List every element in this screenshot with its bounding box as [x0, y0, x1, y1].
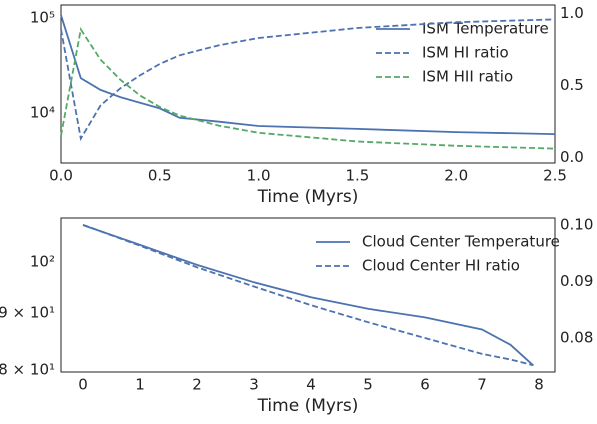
x-tick-label: 2	[192, 376, 202, 394]
legend-label: ISM Temperature	[422, 20, 549, 38]
y2-tick-label: 1.0	[560, 4, 584, 22]
series-line	[82, 224, 534, 367]
x-tick-label: 0.0	[49, 167, 73, 185]
plot-frame	[60, 217, 556, 373]
y2-tick-label: 0.5	[560, 76, 584, 94]
y2-tick-label: 0.08	[560, 329, 593, 347]
x-tick-label: 2.5	[543, 167, 567, 185]
x-tick-label: 1.0	[247, 167, 271, 185]
x-axis-label: Time (Myrs)	[257, 187, 359, 207]
x-tick-label: 4	[306, 376, 316, 394]
x-tick-label: 0.5	[148, 167, 172, 185]
legend-label: ISM HI ratio	[422, 44, 509, 62]
y2-tick-label: 0.10	[560, 215, 593, 233]
y-tick-label: 10⁵	[30, 8, 55, 26]
x-tick-label: 1	[135, 376, 145, 394]
x-tick-label: 8	[534, 376, 544, 394]
y-tick-label: 10²	[30, 252, 55, 270]
x-tick-label: 0	[78, 376, 88, 394]
x-tick-label: 6	[420, 376, 430, 394]
legend-label: ISM HII ratio	[422, 68, 513, 86]
y2-tick-label: 0.09	[560, 272, 593, 290]
x-tick-label: 1.5	[345, 167, 369, 185]
x-tick-label: 2.0	[444, 167, 468, 185]
legend-label: Cloud Center HI ratio	[362, 257, 520, 275]
x-tick-label: 7	[477, 376, 487, 394]
y-tick-label: 8 × 10¹	[0, 361, 55, 379]
x-tick-label: 3	[249, 376, 259, 394]
legend-label: Cloud Center Temperature	[362, 233, 560, 251]
x-tick-label: 5	[363, 376, 373, 394]
series-line	[82, 223, 534, 367]
series-line	[60, 27, 556, 150]
series-line	[60, 14, 556, 135]
y2-tick-label: 0.0	[560, 148, 584, 166]
x-axis-label: Time (Myrs)	[257, 396, 359, 416]
y-tick-label: 10⁴	[30, 104, 55, 122]
y-tick-label: 9 × 10¹	[0, 304, 55, 322]
plot-frame	[60, 4, 556, 164]
